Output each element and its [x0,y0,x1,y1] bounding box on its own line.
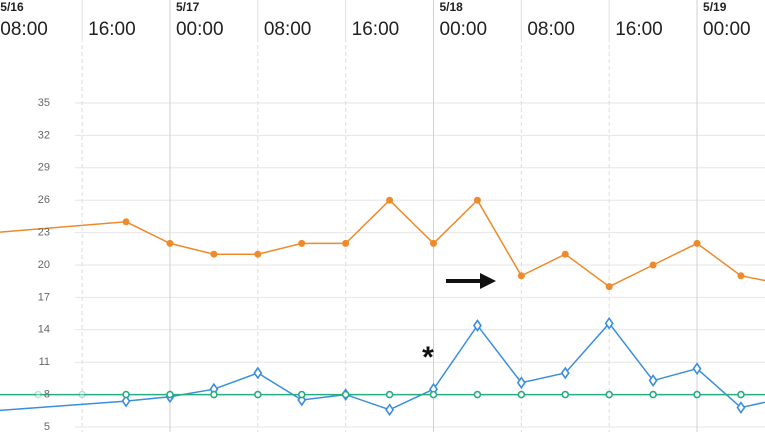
point [210,390,218,399]
point [429,390,438,399]
x-tick-label: 16:00 [352,19,400,40]
point [472,319,482,332]
y-tick-label: 32 [38,129,50,141]
series-line [0,322,765,412]
point [517,390,526,399]
x-tick-label: 16:00 [615,19,663,40]
point [604,316,614,330]
x-tick-label: 00:00 [440,19,488,40]
point [253,366,263,380]
arrow [446,273,496,289]
point [649,390,657,399]
point [298,239,306,247]
y-tick-label: 5 [44,421,50,432]
y-tick-label: 26 [38,194,50,206]
point [516,376,526,390]
point [122,218,130,226]
point [342,239,350,247]
point [692,362,702,376]
point [561,250,569,258]
point [297,390,306,399]
y-tick-label: 35 [38,97,50,109]
x-tick-label: 16:00 [88,19,136,40]
x-tick-label: 00:00 [703,19,751,40]
point [605,390,613,399]
point [693,239,701,247]
y-tick-label: 20 [38,259,50,271]
x-tick-label: 08:00 [527,19,575,40]
date-label: 5/19 [703,0,727,14]
point [121,394,131,408]
point [254,390,262,399]
point [560,366,570,380]
point [473,390,482,399]
point [605,283,613,291]
point [78,390,86,399]
date-label: 5/17 [176,0,200,14]
point [737,390,745,399]
y-tick-label: 11 [39,356,50,368]
point [736,401,746,414]
annotation: * [422,341,434,374]
point [122,390,130,399]
point [561,390,570,399]
point [254,250,262,258]
point [210,250,218,258]
y-tick-label: 14 [38,324,50,336]
series-line [0,198,765,288]
plot [0,196,765,417]
point [473,196,481,204]
date-label: 5/18 [440,0,464,14]
point [166,390,174,399]
y-tick-label: 8 [44,389,50,401]
point [341,390,350,399]
x-tick-label: 00:00 [176,19,224,40]
point [693,390,701,399]
y-tick-label: 17 [38,291,50,303]
y-tick-label: 29 [38,162,50,174]
point [34,390,43,399]
point [648,374,658,387]
point [385,390,394,399]
point [737,272,745,280]
point [385,403,395,417]
y-tick-label: 23 [38,227,50,239]
point [517,272,525,280]
x-tick-label: 08:00 [0,19,48,40]
date-label: 5/16 [0,0,24,14]
point [649,261,657,269]
point [166,239,174,247]
point [430,239,438,247]
point [386,196,394,204]
x-tick-label: 08:00 [264,19,312,40]
